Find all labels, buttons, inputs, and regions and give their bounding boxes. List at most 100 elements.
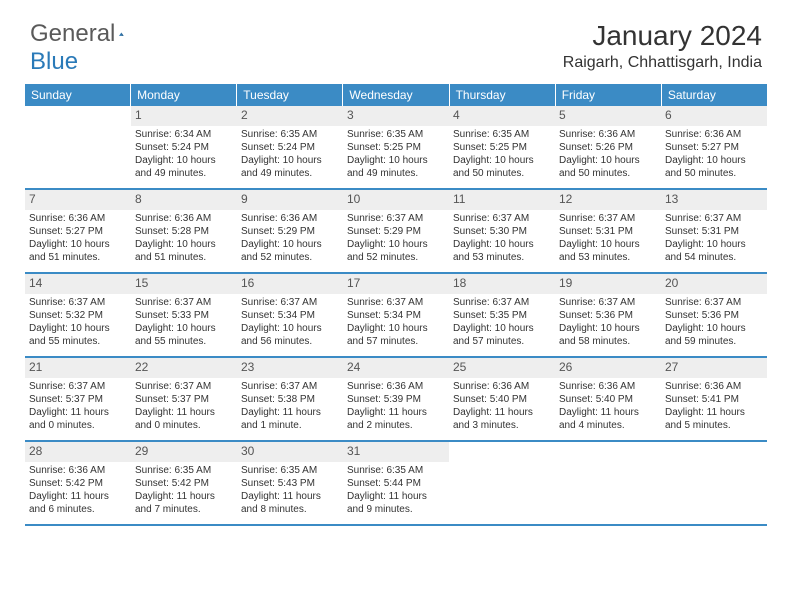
day-body: Sunrise: 6:36 AMSunset: 5:29 PMDaylight:… xyxy=(237,210,343,268)
day-body: Sunrise: 6:36 AMSunset: 5:26 PMDaylight:… xyxy=(555,126,661,184)
sunrise-text: Sunrise: 6:37 AM xyxy=(29,380,127,393)
daylight-text: Daylight: 10 hours xyxy=(665,322,763,335)
day-body: Sunrise: 6:37 AMSunset: 5:33 PMDaylight:… xyxy=(131,294,237,352)
sunset-text: Sunset: 5:24 PM xyxy=(135,141,233,154)
day-header-tue: Tuesday xyxy=(237,84,343,106)
sunset-text: Sunset: 5:39 PM xyxy=(347,393,445,406)
day-body xyxy=(555,462,661,468)
day-body: Sunrise: 6:36 AMSunset: 5:41 PMDaylight:… xyxy=(661,378,767,436)
logo: General xyxy=(30,20,147,48)
sunrise-text: Sunrise: 6:36 AM xyxy=(665,380,763,393)
logo-triangle-icon xyxy=(119,24,124,44)
sunrise-text: Sunrise: 6:35 AM xyxy=(135,464,233,477)
day-number: 5 xyxy=(555,106,661,126)
day-cell: 22Sunrise: 6:37 AMSunset: 5:37 PMDayligh… xyxy=(131,358,237,440)
daylight-text: and 56 minutes. xyxy=(241,335,339,348)
daylight-text: and 5 minutes. xyxy=(665,419,763,432)
daylight-text: Daylight: 10 hours xyxy=(241,322,339,335)
day-cell: 19Sunrise: 6:37 AMSunset: 5:36 PMDayligh… xyxy=(555,274,661,356)
daylight-text: and 9 minutes. xyxy=(347,503,445,516)
day-header-mon: Monday xyxy=(131,84,237,106)
daylight-text: and 50 minutes. xyxy=(559,167,657,180)
day-number: 31 xyxy=(343,442,449,462)
week-row: 14Sunrise: 6:37 AMSunset: 5:32 PMDayligh… xyxy=(25,274,767,358)
day-cell: 9Sunrise: 6:36 AMSunset: 5:29 PMDaylight… xyxy=(237,190,343,272)
location-text: Raigarh, Chhattisgarh, India xyxy=(563,54,762,72)
day-number: 17 xyxy=(343,274,449,294)
sunset-text: Sunset: 5:42 PM xyxy=(135,477,233,490)
day-number: 23 xyxy=(237,358,343,378)
day-body: Sunrise: 6:35 AMSunset: 5:42 PMDaylight:… xyxy=(131,462,237,520)
sunset-text: Sunset: 5:40 PM xyxy=(453,393,551,406)
day-body: Sunrise: 6:37 AMSunset: 5:31 PMDaylight:… xyxy=(661,210,767,268)
sunrise-text: Sunrise: 6:37 AM xyxy=(135,296,233,309)
daylight-text: Daylight: 11 hours xyxy=(665,406,763,419)
daylight-text: and 55 minutes. xyxy=(29,335,127,348)
day-body: Sunrise: 6:35 AMSunset: 5:44 PMDaylight:… xyxy=(343,462,449,520)
day-body: Sunrise: 6:35 AMSunset: 5:43 PMDaylight:… xyxy=(237,462,343,520)
day-cell: 23Sunrise: 6:37 AMSunset: 5:38 PMDayligh… xyxy=(237,358,343,440)
daylight-text: Daylight: 10 hours xyxy=(347,322,445,335)
daylight-text: and 55 minutes. xyxy=(135,335,233,348)
daylight-text: and 0 minutes. xyxy=(29,419,127,432)
daylight-text: Daylight: 10 hours xyxy=(453,322,551,335)
daylight-text: and 54 minutes. xyxy=(665,251,763,264)
daylight-text: and 49 minutes. xyxy=(241,167,339,180)
day-number: 7 xyxy=(25,190,131,210)
sunrise-text: Sunrise: 6:37 AM xyxy=(453,212,551,225)
day-cell: 26Sunrise: 6:36 AMSunset: 5:40 PMDayligh… xyxy=(555,358,661,440)
sunrise-text: Sunrise: 6:35 AM xyxy=(241,128,339,141)
logo-text-general: General xyxy=(30,20,115,48)
sunrise-text: Sunrise: 6:34 AM xyxy=(135,128,233,141)
daylight-text: and 57 minutes. xyxy=(453,335,551,348)
day-cell: 15Sunrise: 6:37 AMSunset: 5:33 PMDayligh… xyxy=(131,274,237,356)
sunrise-text: Sunrise: 6:36 AM xyxy=(347,380,445,393)
sunrise-text: Sunrise: 6:37 AM xyxy=(347,212,445,225)
sunset-text: Sunset: 5:29 PM xyxy=(347,225,445,238)
day-number: 19 xyxy=(555,274,661,294)
day-cell: 12Sunrise: 6:37 AMSunset: 5:31 PMDayligh… xyxy=(555,190,661,272)
sunset-text: Sunset: 5:38 PM xyxy=(241,393,339,406)
day-number: 3 xyxy=(343,106,449,126)
sunrise-text: Sunrise: 6:36 AM xyxy=(559,380,657,393)
sunrise-text: Sunrise: 6:37 AM xyxy=(347,296,445,309)
daylight-text: and 50 minutes. xyxy=(665,167,763,180)
sunset-text: Sunset: 5:31 PM xyxy=(665,225,763,238)
day-number: 8 xyxy=(131,190,237,210)
sunset-text: Sunset: 5:28 PM xyxy=(135,225,233,238)
sunrise-text: Sunrise: 6:35 AM xyxy=(241,464,339,477)
daylight-text: and 57 minutes. xyxy=(347,335,445,348)
day-body: Sunrise: 6:37 AMSunset: 5:32 PMDaylight:… xyxy=(25,294,131,352)
day-body: Sunrise: 6:37 AMSunset: 5:37 PMDaylight:… xyxy=(25,378,131,436)
daylight-text: Daylight: 10 hours xyxy=(241,154,339,167)
sunrise-text: Sunrise: 6:37 AM xyxy=(665,296,763,309)
week-row: 7Sunrise: 6:36 AMSunset: 5:27 PMDaylight… xyxy=(25,190,767,274)
day-number: 14 xyxy=(25,274,131,294)
day-cell: 21Sunrise: 6:37 AMSunset: 5:37 PMDayligh… xyxy=(25,358,131,440)
day-body: Sunrise: 6:37 AMSunset: 5:35 PMDaylight:… xyxy=(449,294,555,352)
day-cell: 17Sunrise: 6:37 AMSunset: 5:34 PMDayligh… xyxy=(343,274,449,356)
day-number: 15 xyxy=(131,274,237,294)
calendar: Sunday Monday Tuesday Wednesday Thursday… xyxy=(25,84,767,526)
daylight-text: Daylight: 11 hours xyxy=(241,406,339,419)
day-number: 13 xyxy=(661,190,767,210)
sunrise-text: Sunrise: 6:37 AM xyxy=(665,212,763,225)
sunset-text: Sunset: 5:25 PM xyxy=(453,141,551,154)
sunset-text: Sunset: 5:29 PM xyxy=(241,225,339,238)
daylight-text: Daylight: 10 hours xyxy=(559,238,657,251)
day-body: Sunrise: 6:37 AMSunset: 5:30 PMDaylight:… xyxy=(449,210,555,268)
daylight-text: Daylight: 10 hours xyxy=(135,154,233,167)
day-cell xyxy=(25,106,131,188)
day-number: 11 xyxy=(449,190,555,210)
sunset-text: Sunset: 5:36 PM xyxy=(665,309,763,322)
day-cell: 13Sunrise: 6:37 AMSunset: 5:31 PMDayligh… xyxy=(661,190,767,272)
sunset-text: Sunset: 5:30 PM xyxy=(453,225,551,238)
day-cell: 4Sunrise: 6:35 AMSunset: 5:25 PMDaylight… xyxy=(449,106,555,188)
sunrise-text: Sunrise: 6:35 AM xyxy=(347,128,445,141)
day-body: Sunrise: 6:37 AMSunset: 5:37 PMDaylight:… xyxy=(131,378,237,436)
daylight-text: Daylight: 11 hours xyxy=(347,406,445,419)
day-number: 4 xyxy=(449,106,555,126)
day-body: Sunrise: 6:37 AMSunset: 5:34 PMDaylight:… xyxy=(237,294,343,352)
daylight-text: and 53 minutes. xyxy=(559,251,657,264)
day-cell: 6Sunrise: 6:36 AMSunset: 5:27 PMDaylight… xyxy=(661,106,767,188)
